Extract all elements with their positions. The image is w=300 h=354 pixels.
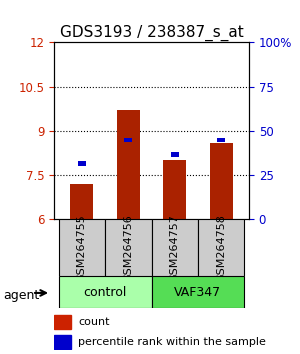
- FancyBboxPatch shape: [58, 219, 105, 276]
- Text: percentile rank within the sample: percentile rank within the sample: [78, 337, 266, 347]
- Text: control: control: [83, 286, 127, 298]
- Title: GDS3193 / 238387_s_at: GDS3193 / 238387_s_at: [60, 25, 243, 41]
- Bar: [209, 143, 233, 219]
- Bar: [54, 335, 71, 348]
- Text: GSM264758: GSM264758: [216, 214, 226, 282]
- Bar: [117, 110, 140, 219]
- FancyBboxPatch shape: [105, 219, 152, 276]
- FancyBboxPatch shape: [58, 276, 152, 308]
- Bar: [124, 138, 133, 142]
- Bar: [70, 184, 94, 219]
- Text: GSM264756: GSM264756: [123, 214, 133, 282]
- FancyBboxPatch shape: [198, 219, 244, 276]
- Bar: [217, 138, 225, 142]
- Bar: [54, 315, 71, 329]
- FancyBboxPatch shape: [152, 219, 198, 276]
- Bar: [78, 161, 86, 166]
- Text: VAF347: VAF347: [174, 286, 221, 298]
- Text: count: count: [78, 318, 110, 327]
- Bar: [163, 160, 186, 219]
- Text: agent: agent: [3, 289, 39, 302]
- Text: GSM264757: GSM264757: [170, 214, 180, 282]
- Text: GSM264755: GSM264755: [77, 214, 87, 282]
- FancyBboxPatch shape: [152, 276, 244, 308]
- Bar: [170, 152, 179, 157]
